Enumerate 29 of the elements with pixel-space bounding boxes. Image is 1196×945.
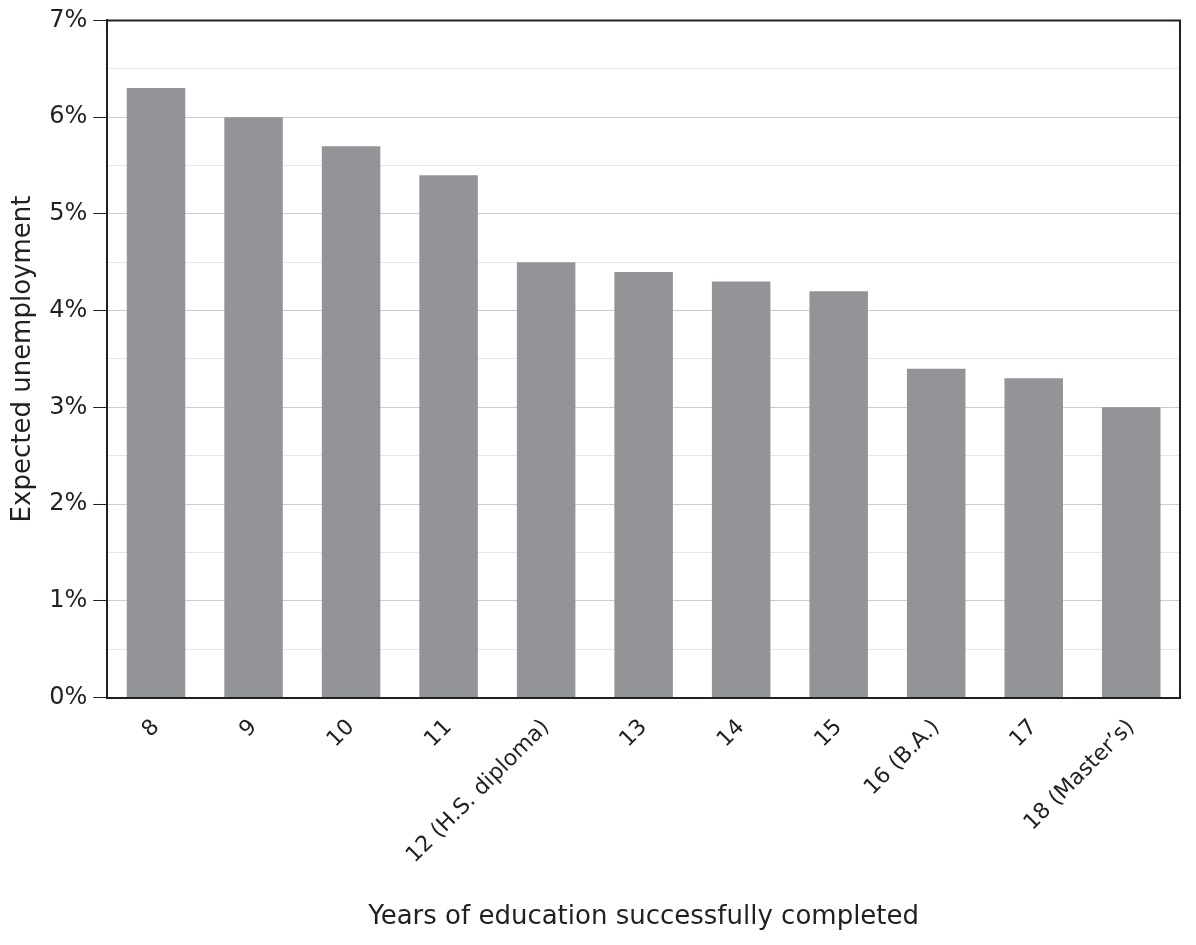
bar (809, 291, 868, 698)
y-tick-label: 6% (49, 101, 88, 130)
bar (1004, 378, 1063, 698)
x-tick-label: 14 (711, 713, 749, 752)
y-tick-label: 0% (49, 681, 88, 710)
bar (711, 281, 771, 698)
x-tick-label: 9 (233, 713, 262, 742)
bar (906, 368, 966, 698)
y-tick-label: 1% (49, 585, 88, 614)
x-tick-label: 10 (321, 713, 359, 752)
bar (1101, 407, 1161, 698)
y-tick-label: 4% (49, 294, 88, 323)
bar (614, 271, 673, 698)
x-tick-label: 11 (418, 713, 457, 752)
bar (321, 146, 381, 698)
bar (126, 88, 186, 698)
y-tick-label: 3% (49, 391, 88, 420)
x-tick-label: 15 (808, 713, 847, 752)
bar (224, 117, 283, 698)
y-tick-label: 7% (49, 4, 88, 33)
x-tick-label: 8 (136, 713, 164, 742)
x-axis-title: Years of education successfully completed (367, 900, 920, 931)
y-tick-label: 5% (49, 198, 88, 227)
x-tick-label: 17 (1003, 713, 1042, 752)
y-tick-label: 2% (49, 488, 88, 517)
bar (516, 262, 576, 698)
y-axis-title: Expected unemployment (6, 195, 37, 523)
bar (419, 175, 478, 698)
x-tick-label: 13 (613, 713, 652, 752)
